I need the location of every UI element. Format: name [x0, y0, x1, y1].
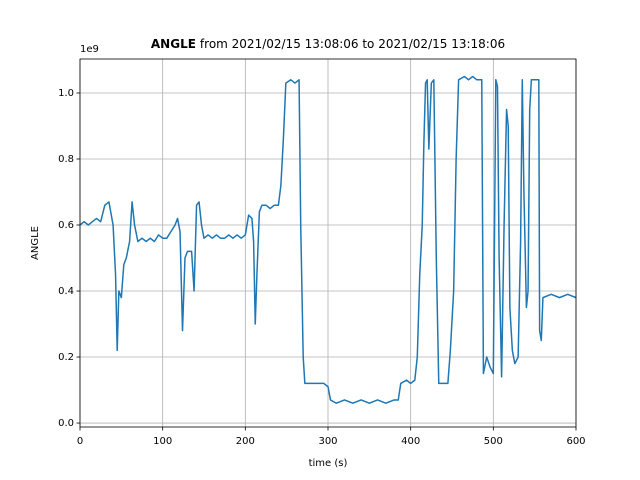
x-tick-label: 0 — [77, 436, 83, 447]
y-tick-label: 0.2 — [58, 352, 74, 363]
x-tick-label: 200 — [236, 436, 255, 447]
y-tick-label: 0.4 — [58, 286, 74, 297]
y-tick-label: 0.6 — [58, 220, 74, 231]
y-tick-label: 0.0 — [58, 418, 74, 429]
plot-frame — [79, 58, 577, 428]
title-rest: from 2021/02/15 13:08:06 to 2021/02/15 1… — [200, 37, 505, 51]
y-tick-label: 0.8 — [58, 154, 74, 165]
x-tick-label: 300 — [318, 436, 337, 447]
y-tick-label: 1.0 — [58, 88, 74, 99]
y-offset-label: 1e9 — [80, 44, 99, 55]
x-tick-label: 100 — [153, 436, 172, 447]
y-axis-label: ANGLE — [30, 226, 41, 260]
x-tick-label: 600 — [566, 436, 585, 447]
data-line — [79, 75, 577, 404]
x-tick-label: 500 — [484, 436, 503, 447]
chart-title: ANGLE from 2021/02/15 13:08:06 to 2021/02… — [151, 37, 505, 51]
x-tick-label: 400 — [401, 436, 420, 447]
title-bold: ANGLE — [151, 37, 196, 51]
x-axis-label: time (s) — [309, 458, 348, 469]
